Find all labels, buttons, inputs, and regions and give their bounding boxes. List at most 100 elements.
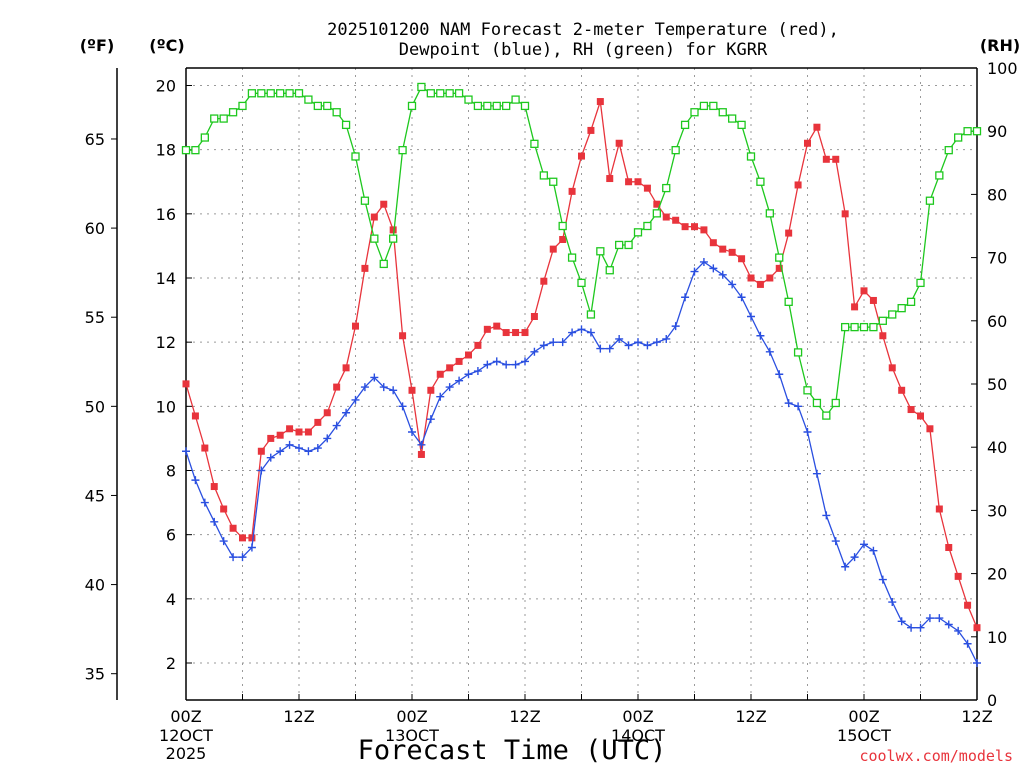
time-tick-label: 00Z bbox=[848, 707, 879, 726]
data-point bbox=[709, 264, 718, 273]
data-point bbox=[417, 440, 426, 449]
data-point bbox=[672, 216, 680, 224]
fahrenheit-tick-label: 45 bbox=[85, 486, 105, 505]
data-point bbox=[247, 89, 257, 98]
data-point bbox=[850, 553, 859, 562]
data-point bbox=[323, 101, 332, 111]
data-point bbox=[568, 187, 576, 195]
data-point bbox=[399, 332, 407, 340]
data-point bbox=[699, 101, 709, 111]
data-point bbox=[596, 344, 605, 353]
data-point bbox=[473, 101, 483, 111]
data-point bbox=[888, 364, 896, 372]
data-point bbox=[549, 338, 558, 347]
data-point bbox=[624, 341, 633, 350]
data-point bbox=[530, 313, 538, 320]
data-point bbox=[605, 266, 614, 275]
data-point bbox=[652, 209, 661, 218]
data-point bbox=[454, 89, 464, 98]
data-point bbox=[681, 293, 690, 302]
data-point bbox=[756, 331, 765, 340]
data-point bbox=[775, 370, 784, 379]
data-point bbox=[671, 146, 680, 155]
data-point bbox=[370, 234, 379, 243]
series-0 bbox=[182, 98, 981, 632]
data-point bbox=[634, 338, 642, 347]
data-point bbox=[596, 247, 605, 256]
celsius-tick-label: 2 bbox=[166, 654, 176, 673]
data-point bbox=[314, 418, 322, 426]
data-point bbox=[925, 614, 934, 623]
rh-tick-label: 100 bbox=[987, 59, 1018, 78]
rh-tick-label: 20 bbox=[987, 565, 1007, 584]
data-point bbox=[248, 534, 256, 542]
data-point bbox=[907, 406, 915, 414]
data-point bbox=[379, 259, 388, 269]
data-point bbox=[502, 360, 511, 369]
rh-tick-label: 30 bbox=[987, 501, 1007, 520]
data-point bbox=[766, 274, 774, 282]
data-point bbox=[841, 210, 849, 218]
date-tick-label: 15OCT bbox=[837, 726, 891, 745]
data-point bbox=[426, 415, 435, 424]
data-point bbox=[963, 127, 972, 136]
data-point bbox=[407, 101, 417, 111]
data-point bbox=[181, 146, 191, 155]
data-point bbox=[898, 386, 906, 394]
data-point bbox=[784, 399, 793, 408]
data-point bbox=[540, 277, 548, 285]
data-point bbox=[746, 152, 756, 161]
data-point bbox=[445, 89, 454, 98]
time-tick-label: 12Z bbox=[509, 707, 540, 726]
data-point bbox=[605, 344, 614, 353]
celsius-unit-label: (ºC) bbox=[149, 36, 184, 55]
data-point bbox=[680, 120, 690, 130]
celsius-tick-label: 14 bbox=[156, 269, 176, 288]
time-tick-label: 12Z bbox=[961, 707, 992, 726]
axes: 2 4 6 8 10 12 14 16 18 20 35 40 45 50 55 60 65 0 10 20 30 40 5… bbox=[85, 59, 1018, 763]
data-point bbox=[370, 213, 378, 221]
series-1 bbox=[182, 257, 981, 667]
data-point bbox=[200, 133, 209, 142]
data-point bbox=[210, 517, 219, 526]
data-point bbox=[662, 183, 671, 193]
data-point bbox=[492, 101, 501, 111]
data-point bbox=[728, 280, 737, 289]
data-point bbox=[615, 139, 623, 147]
data-point bbox=[831, 398, 840, 408]
data-point bbox=[935, 614, 944, 623]
data-point bbox=[653, 200, 661, 208]
data-point bbox=[699, 257, 708, 266]
data-point bbox=[747, 274, 755, 282]
data-point bbox=[511, 95, 520, 104]
data-point bbox=[964, 601, 972, 609]
data-point bbox=[841, 322, 850, 332]
data-point bbox=[643, 221, 652, 231]
data-point bbox=[737, 120, 746, 130]
data-point bbox=[756, 177, 765, 186]
data-point bbox=[577, 278, 586, 288]
data-point bbox=[464, 95, 473, 104]
data-point bbox=[389, 226, 397, 234]
data-point bbox=[313, 101, 322, 111]
data-point bbox=[549, 177, 558, 186]
data-point bbox=[738, 255, 746, 263]
data-point bbox=[944, 620, 953, 629]
data-point bbox=[360, 383, 369, 392]
data-point bbox=[238, 101, 247, 111]
data-point bbox=[323, 409, 331, 417]
data-point bbox=[812, 398, 822, 408]
data-point bbox=[474, 341, 482, 349]
data-point bbox=[332, 108, 341, 117]
data-point bbox=[266, 89, 275, 98]
data-point bbox=[907, 623, 916, 632]
data-point bbox=[294, 89, 304, 98]
data-point bbox=[794, 181, 802, 189]
data-point bbox=[446, 364, 454, 372]
data-point bbox=[963, 639, 972, 648]
data-point bbox=[408, 386, 416, 394]
data-point bbox=[944, 146, 953, 155]
data-point bbox=[803, 386, 812, 395]
data-point bbox=[718, 270, 727, 279]
data-point bbox=[860, 287, 868, 295]
